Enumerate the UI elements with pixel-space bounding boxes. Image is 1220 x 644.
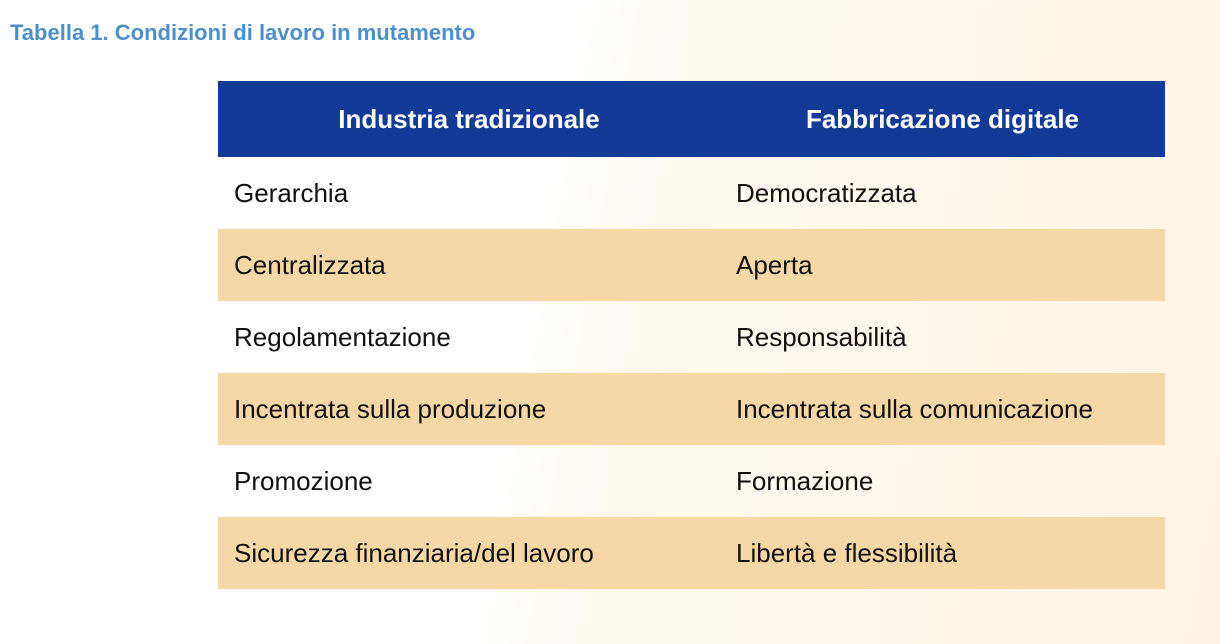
header-row: Industria tradizionale Fabbricazione digi… — [218, 81, 1165, 157]
table-cell: Centralizzata — [218, 229, 720, 301]
table-row: Regolamentazione Responsabilità — [218, 301, 1165, 373]
table-cell: Aperta — [720, 229, 1165, 301]
column-header: Fabbricazione digitale — [720, 81, 1165, 157]
table-cell: Responsabilità — [736, 321, 907, 352]
table: Industria tradizionale Fabbricazione digi… — [218, 81, 1165, 589]
table-cell: Incentrata sulla produzione — [218, 373, 720, 445]
table-cell: Sicurezza finanziaria/del lavoro — [218, 517, 720, 589]
table-cell: Gerarchia — [234, 177, 349, 208]
table-cell: Promozione — [234, 465, 373, 496]
table-row: Centralizzata Aperta — [218, 229, 1165, 301]
table-cell: Formazione — [736, 465, 874, 496]
column-header: Industria tradizionale — [218, 81, 720, 157]
table-row: Gerarchia Democratizzata — [218, 157, 1165, 229]
table-cell: Libertà e flessibilità — [720, 517, 1165, 589]
table-row: Incentrata sulla produzione Incentrata su… — [218, 373, 1165, 445]
table-cell: Incentrata sulla comunicazione — [720, 373, 1165, 445]
table-cell: Regolamentazione — [234, 321, 451, 352]
table-row: Sicurezza finanziaria/del lavoro Libertà … — [218, 517, 1165, 589]
table-body: Gerarchia Democratizzata Centralizzata Aper… — [218, 157, 1165, 589]
table-title: Tabella 1. Condizioni di lavoro in mutam… — [10, 20, 476, 45]
table-row: Promozione Formazione — [218, 445, 1165, 517]
table-cell: Democratizzata — [736, 177, 917, 208]
